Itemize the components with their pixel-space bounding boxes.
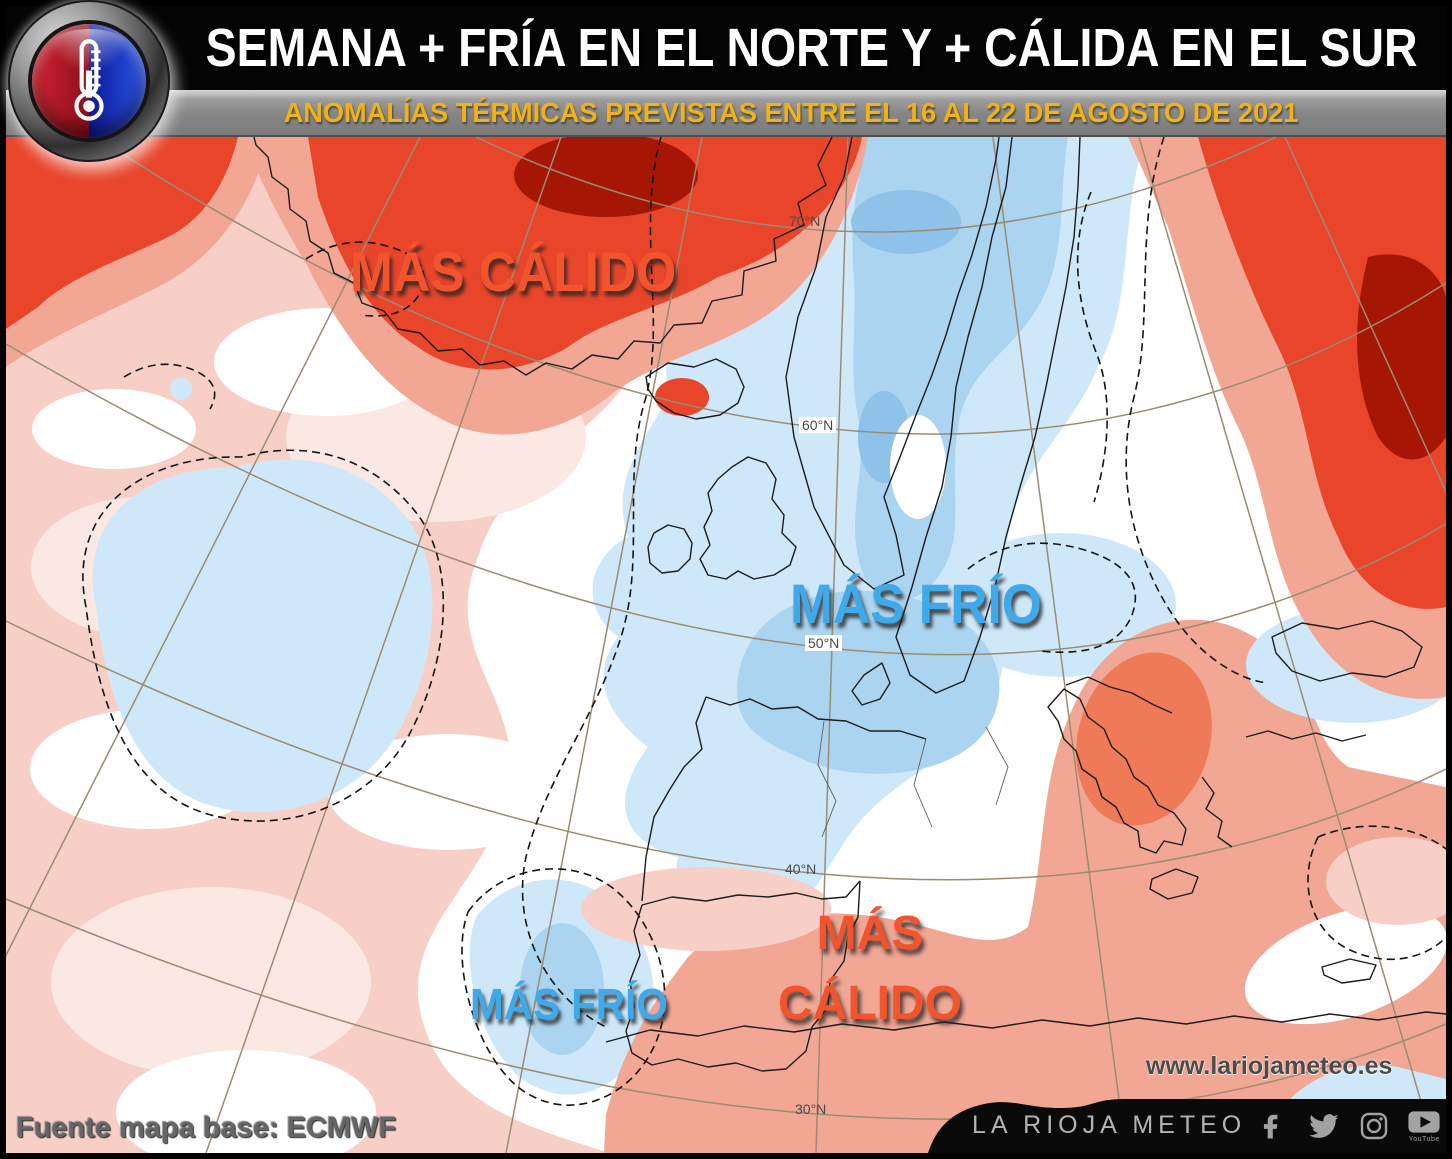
annotation-mas-calido-north: MÁS CÁLIDO: [350, 240, 677, 303]
anomaly-regions: [6, 137, 1446, 1153]
latitude-label-40n: 40°N: [785, 861, 817, 877]
youtube-icon: YouTube: [1407, 1109, 1441, 1143]
subtitle-bar: ANOMALÍAS TÉRMICAS PREVISTAS ENTRE EL 16…: [6, 90, 1446, 137]
country-borders: [817, 720, 1009, 838]
europe-anomaly-map-graphic: [6, 137, 1446, 1153]
title-bar: SEMANA + FRÍA EN EL NORTE Y + CÁLIDA EN …: [6, 6, 1446, 90]
poster-stage: SEMANA + FRÍA EN EL NORTE Y + CÁLIDA EN …: [6, 0, 1446, 1153]
social-icons-row: YouTube: [1258, 1109, 1445, 1143]
brand-banner-content: LA RIOJA METEO YouTube: [928, 1086, 1446, 1153]
latitude-label-70n: 70°N: [789, 213, 821, 229]
thermometer-icon: [74, 39, 104, 121]
brand-banner: LA RIOJA METEO YouTube: [928, 1086, 1446, 1153]
subtitle-text: ANOMALÍAS TÉRMICAS PREVISTAS ENTRE EL 16…: [283, 96, 1299, 128]
twitter-icon: [1305, 1109, 1341, 1143]
anomaly-contour-lines: [82, 137, 1446, 1106]
coastlines: [253, 137, 1446, 1072]
map-container: 70°N 60°N 50°N 40°N 30°N MÁS CÁLIDO MÁS …: [6, 137, 1446, 1153]
latitude-label-50n: 50°N: [805, 635, 843, 651]
annotation-mas-frio-southwest: MÁS FRÍO: [470, 980, 668, 1029]
instagram-icon: [1358, 1109, 1390, 1143]
page-title: SEMANA + FRÍA EN EL NORTE Y + CÁLIDA EN …: [206, 18, 1418, 78]
annotation-mas-calido-south: MÁS CÁLIDO: [778, 907, 962, 1030]
graticule-lines: [6, 137, 1446, 1153]
source-note: Fuente mapa base: ECMWF: [16, 1112, 397, 1144]
website-watermark: www.lariojameteo.es: [1146, 1052, 1393, 1080]
latitude-label-30n: 30°N: [795, 1101, 827, 1117]
thermometer-logo-badge: [8, 0, 170, 162]
latitude-label-60n: 60°N: [799, 417, 837, 433]
brand-banner-wave-shape: [928, 1099, 1446, 1153]
facebook-icon: [1258, 1109, 1288, 1143]
brand-name: LA RIOJA METEO: [972, 1111, 1247, 1139]
youtube-caption: YouTube: [1408, 1135, 1440, 1143]
annotation-mas-frio-center: MÁS FRÍO: [790, 572, 1042, 635]
